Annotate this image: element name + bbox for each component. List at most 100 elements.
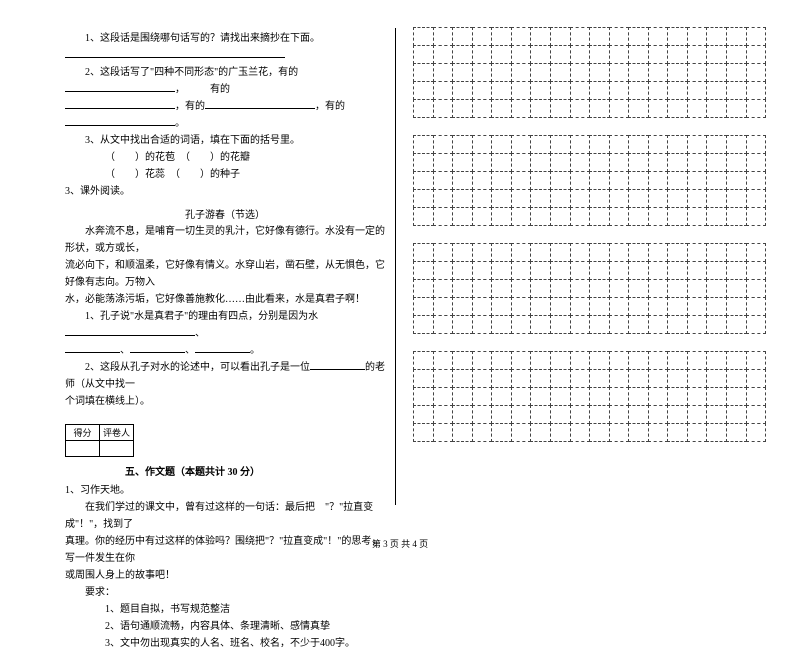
grid-cell (472, 135, 493, 154)
grid-cell (746, 243, 767, 262)
grid-cell (452, 81, 473, 100)
grid-cell (433, 279, 454, 298)
grid-cell (667, 297, 688, 316)
grid-cell (550, 171, 571, 190)
req-3: 3、文中勿出现真实的人名、班名、校名，不少于400字。 (65, 635, 385, 652)
grid-cell (511, 99, 532, 118)
grid-cell (648, 27, 669, 46)
grid-cell (628, 63, 649, 82)
grid-cell (491, 81, 512, 100)
grid-row (414, 190, 766, 208)
grid-cell (589, 63, 610, 82)
grid-cell (589, 297, 610, 316)
grid-cell (589, 387, 610, 406)
passage-line-2: 流必向下，和顺温柔，它好像有情义。水穿山岩，凿石壁，从无惧色，它好像有志向。万物… (65, 257, 385, 291)
grid-cell (452, 423, 473, 442)
grid-cell (413, 27, 434, 46)
grid-cell (609, 135, 630, 154)
grid-row (414, 154, 766, 172)
grid-cell (530, 261, 551, 280)
grid-cell (726, 279, 747, 298)
grid-cell (511, 153, 532, 172)
grid-cell (550, 207, 571, 226)
grid-cell (491, 243, 512, 262)
grid-cell (609, 405, 630, 424)
grid-cell (628, 171, 649, 190)
grid-cell (726, 351, 747, 370)
grid-cell (609, 99, 630, 118)
grid-cell (706, 207, 727, 226)
grid-cell (746, 315, 767, 334)
grid-row (414, 100, 766, 118)
grid-cell (530, 351, 551, 370)
grid-cell (628, 27, 649, 46)
grid-cell (413, 351, 434, 370)
grid-cell (589, 189, 610, 208)
grid-cell (589, 207, 610, 226)
grid-cell (491, 45, 512, 64)
grid-cell (452, 387, 473, 406)
grid-cell (726, 423, 747, 442)
grid-cell (530, 369, 551, 388)
grid-cell (433, 315, 454, 334)
grid-cell (511, 423, 532, 442)
grid-cell (687, 423, 708, 442)
grid-cell (433, 27, 454, 46)
question-2: 2、这段话写了"四种不同形态"的广玉兰花，有的， 有的 (65, 64, 385, 98)
grid-cell (452, 135, 473, 154)
grid-cell (746, 387, 767, 406)
grid-cell (746, 351, 767, 370)
sub-q1-blanks: 、、。 (65, 342, 385, 359)
blank (65, 47, 285, 58)
essay-head: 1、习作天地。 (65, 482, 385, 499)
grid-cell (452, 261, 473, 280)
grid-cell (550, 189, 571, 208)
grid-cell (511, 207, 532, 226)
grid-row (414, 388, 766, 406)
grid-cell (452, 189, 473, 208)
grid-cell (413, 423, 434, 442)
grid-cell (648, 243, 669, 262)
req-2: 2、语句通顺流畅，内容具体、条理清晰、感情真挚 (65, 618, 385, 635)
grid-cell (452, 315, 473, 334)
grid-cell (706, 279, 727, 298)
score-cell-2 (100, 441, 134, 457)
grid-cell (433, 99, 454, 118)
grid-cell (609, 423, 630, 442)
grid-cell (687, 63, 708, 82)
grid-cell (452, 297, 473, 316)
grid-cell (530, 171, 551, 190)
grid-cell (433, 135, 454, 154)
grid-row (414, 244, 766, 262)
grid-cell (413, 81, 434, 100)
grid-cell (550, 297, 571, 316)
right-column (396, 0, 796, 565)
grid-cell (667, 63, 688, 82)
grid-row (414, 208, 766, 226)
grid-cell (706, 189, 727, 208)
grid-cell (726, 405, 747, 424)
grid-cell (472, 153, 493, 172)
grid-cell (746, 279, 767, 298)
grid-cell (726, 45, 747, 64)
grid-cell (472, 171, 493, 190)
grid-cell (628, 351, 649, 370)
grid-cell (570, 99, 591, 118)
sub-q2: 2、这段从孔子对水的论述中，可以看出孔子是一位的老师（从文中找一 (65, 359, 385, 393)
grid-cell (511, 189, 532, 208)
grid-cell (550, 45, 571, 64)
writing-grid-4 (414, 352, 766, 442)
grid-cell (530, 99, 551, 118)
grid-cell (667, 261, 688, 280)
grid-cell (589, 261, 610, 280)
grid-cell (491, 369, 512, 388)
grid-cell (491, 315, 512, 334)
grid-cell (687, 261, 708, 280)
grid-cell (589, 171, 610, 190)
grid-cell (687, 243, 708, 262)
grid-row (414, 406, 766, 424)
grid-cell (609, 45, 630, 64)
grid-cell (609, 261, 630, 280)
grid-cell (687, 27, 708, 46)
grid-cell (511, 81, 532, 100)
